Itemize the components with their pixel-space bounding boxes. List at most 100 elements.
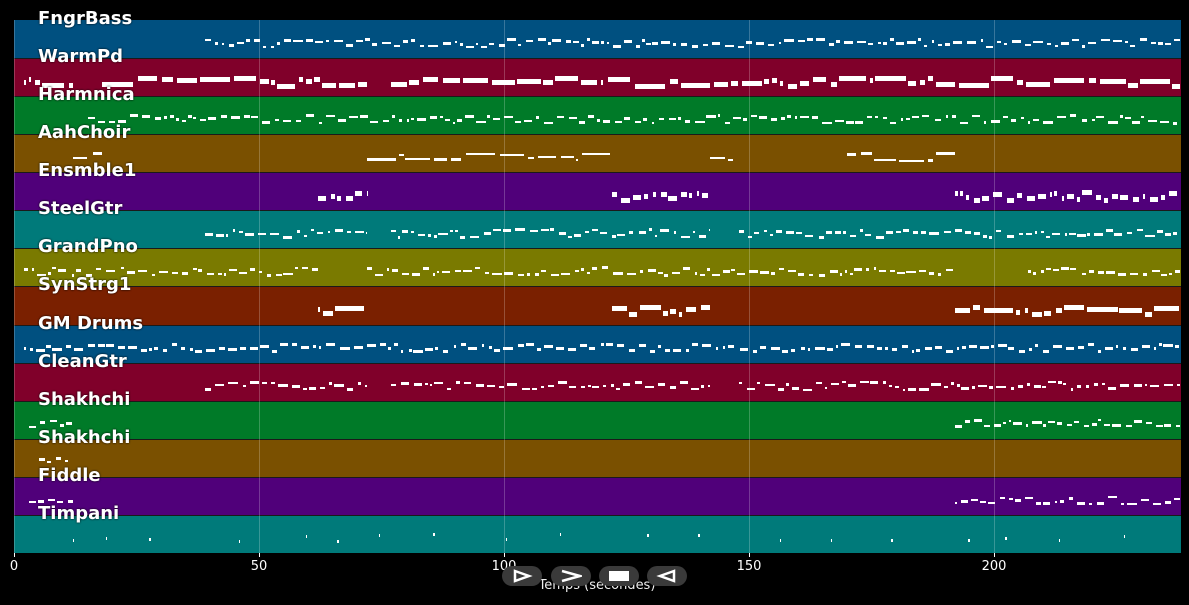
note bbox=[306, 78, 313, 84]
note bbox=[815, 346, 825, 350]
note bbox=[993, 192, 1002, 198]
note bbox=[1172, 232, 1177, 235]
note bbox=[903, 229, 910, 232]
note bbox=[730, 80, 738, 86]
note bbox=[722, 270, 730, 273]
note bbox=[155, 117, 161, 120]
note bbox=[1119, 307, 1143, 313]
note bbox=[668, 195, 677, 201]
note bbox=[905, 117, 910, 121]
note bbox=[226, 234, 229, 237]
note bbox=[906, 270, 917, 274]
note bbox=[1027, 195, 1035, 201]
note bbox=[1083, 424, 1090, 428]
note bbox=[425, 347, 434, 351]
note bbox=[1173, 122, 1177, 125]
note bbox=[302, 266, 309, 270]
note bbox=[860, 229, 864, 232]
track-separator bbox=[14, 514, 1181, 516]
note bbox=[890, 269, 895, 273]
note bbox=[580, 80, 598, 86]
note bbox=[660, 229, 670, 232]
note bbox=[850, 234, 857, 238]
note bbox=[1064, 305, 1084, 310]
note bbox=[536, 116, 540, 119]
note bbox=[469, 235, 480, 239]
note bbox=[680, 192, 688, 198]
note bbox=[434, 381, 444, 385]
note bbox=[189, 348, 193, 352]
note bbox=[1041, 270, 1045, 273]
note bbox=[325, 114, 336, 118]
note bbox=[1077, 234, 1086, 237]
note bbox=[1046, 235, 1051, 239]
note bbox=[628, 231, 634, 234]
note bbox=[927, 76, 933, 82]
note bbox=[127, 271, 135, 274]
note bbox=[378, 534, 380, 538]
note bbox=[1032, 118, 1039, 122]
note bbox=[468, 346, 478, 350]
note bbox=[438, 232, 448, 236]
note bbox=[304, 234, 307, 238]
rewind-button[interactable] bbox=[647, 566, 687, 586]
note bbox=[1153, 347, 1157, 351]
rewind-icon bbox=[656, 569, 676, 583]
note bbox=[873, 267, 876, 270]
note bbox=[934, 346, 943, 350]
note bbox=[487, 115, 490, 118]
note bbox=[865, 268, 870, 271]
note bbox=[1069, 232, 1076, 236]
note bbox=[1085, 385, 1090, 388]
note bbox=[1008, 347, 1015, 351]
track-label: SynStrg1 bbox=[38, 274, 132, 296]
note bbox=[23, 79, 26, 85]
note bbox=[920, 79, 926, 85]
note bbox=[67, 500, 73, 503]
x-tick-label: 0 bbox=[9, 559, 19, 574]
note bbox=[747, 235, 752, 239]
note bbox=[239, 271, 247, 275]
note bbox=[818, 274, 826, 277]
note bbox=[747, 387, 755, 391]
note bbox=[1016, 192, 1023, 198]
note bbox=[1077, 385, 1082, 388]
play-button[interactable] bbox=[502, 566, 542, 586]
track-lane bbox=[14, 476, 1181, 516]
note bbox=[815, 381, 822, 385]
track-label: AahChoir bbox=[38, 122, 131, 144]
note bbox=[634, 83, 665, 89]
note bbox=[459, 43, 464, 46]
note bbox=[231, 116, 241, 119]
note bbox=[413, 383, 423, 386]
note bbox=[283, 272, 293, 276]
note bbox=[506, 38, 516, 41]
note bbox=[854, 344, 863, 348]
note bbox=[317, 196, 327, 202]
note bbox=[818, 236, 824, 239]
note bbox=[1141, 498, 1149, 502]
note bbox=[671, 271, 681, 275]
note bbox=[779, 267, 785, 271]
note bbox=[657, 383, 666, 386]
note bbox=[488, 346, 492, 350]
stop-button[interactable] bbox=[599, 566, 639, 586]
note bbox=[140, 348, 147, 352]
note bbox=[162, 349, 167, 353]
note bbox=[680, 381, 688, 384]
note bbox=[400, 382, 409, 385]
note bbox=[1140, 78, 1171, 84]
note bbox=[669, 79, 679, 85]
note bbox=[278, 384, 288, 387]
forward-button[interactable] bbox=[551, 566, 591, 586]
note bbox=[1104, 197, 1108, 203]
note bbox=[1054, 191, 1057, 197]
note bbox=[175, 118, 180, 121]
note bbox=[778, 41, 782, 45]
note bbox=[138, 269, 148, 273]
note bbox=[979, 346, 989, 350]
note bbox=[683, 267, 691, 270]
note bbox=[759, 116, 768, 119]
x-tick-label: 50 bbox=[250, 559, 268, 574]
note bbox=[989, 236, 992, 239]
